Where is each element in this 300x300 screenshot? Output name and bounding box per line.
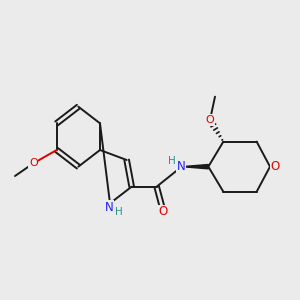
Polygon shape — [182, 164, 208, 169]
Text: O: O — [206, 115, 214, 125]
Text: O: O — [270, 160, 280, 173]
Text: O: O — [29, 158, 38, 168]
Text: O: O — [159, 205, 168, 218]
Text: N: N — [105, 201, 114, 214]
Text: H: H — [168, 156, 176, 166]
Text: N: N — [177, 160, 185, 173]
Text: H: H — [116, 207, 123, 217]
